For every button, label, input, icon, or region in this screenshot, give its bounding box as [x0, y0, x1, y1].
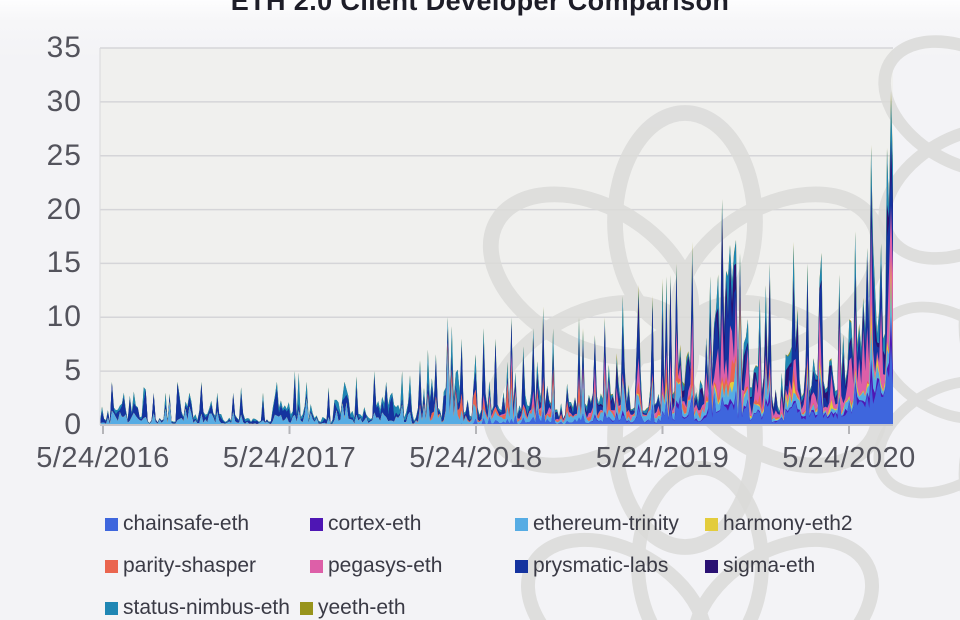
- y-tick-label: 5: [64, 354, 82, 388]
- x-tick-label: 5/24/2017: [222, 442, 357, 474]
- legend-item-prysmatic-labs[interactable]: prysmatic-labs: [515, 554, 669, 577]
- y-tick-label: 20: [46, 192, 82, 226]
- y-tick-label: 30: [46, 84, 82, 118]
- x-tick-label: 5/24/2020: [782, 442, 916, 474]
- y-tick-label: 15: [46, 246, 82, 280]
- series-area-pegasys-eth: [100, 205, 893, 425]
- watermark-logo: [520, 460, 880, 620]
- legend-label: prysmatic-labs: [533, 554, 669, 577]
- series-area-chainsafe-eth: [100, 344, 893, 425]
- chart-title: ETH 2.0 Client Developer Comparison: [230, 0, 730, 16]
- legend-swatch: [310, 517, 323, 531]
- legend-label: pegasys-eth: [328, 554, 443, 577]
- legend-item-chainsafe-eth[interactable]: chainsafe-eth: [105, 512, 250, 535]
- legend-swatch: [515, 559, 528, 573]
- watermark-logo: [482, 105, 888, 555]
- legend-swatch: [105, 517, 118, 531]
- y-tick-label: 25: [46, 138, 82, 172]
- legend-label: sigma-eth: [723, 554, 816, 577]
- legend-label: chainsafe-eth: [123, 512, 250, 535]
- legend-item-status-nimbus-eth[interactable]: status-nimbus-eth: [105, 596, 290, 619]
- legend-label: ethereum-trinity: [533, 512, 679, 535]
- legend-item-harmony-eth2[interactable]: harmony-eth2: [705, 512, 853, 535]
- legend-item-sigma-eth[interactable]: sigma-eth: [705, 554, 816, 577]
- legend-swatch: [515, 517, 528, 531]
- legend-swatch: [105, 601, 118, 615]
- y-tick-label: 10: [46, 300, 82, 334]
- legend-item-pegasys-eth[interactable]: pegasys-eth: [310, 554, 443, 577]
- legend-swatch: [300, 601, 313, 615]
- y-tick-label: 35: [46, 31, 82, 64]
- legend-label: yeeth-eth: [318, 596, 406, 619]
- y-tick-label: 0: [64, 408, 82, 441]
- legend-item-ethereum-trinity[interactable]: ethereum-trinity: [515, 512, 679, 535]
- legend-item-yeeth-eth[interactable]: yeeth-eth: [300, 596, 406, 619]
- legend-item-parity-shasper[interactable]: parity-shasper: [105, 554, 257, 577]
- legend-label: cortex-eth: [328, 512, 422, 535]
- x-tick-label: 5/24/2016: [36, 442, 170, 474]
- x-tick-label: 5/24/2019: [595, 442, 730, 474]
- legend-swatch: [705, 517, 718, 531]
- legend-swatch: [310, 559, 323, 573]
- watermark-logo: [873, 301, 960, 499]
- legend-label: status-nimbus-eth: [123, 596, 290, 619]
- x-tick-label: 5/24/2018: [409, 442, 543, 474]
- legend-swatch: [705, 559, 718, 573]
- legend-item-cortex-eth[interactable]: cortex-eth: [310, 512, 422, 535]
- legend-swatch: [105, 559, 118, 573]
- legend-label: harmony-eth2: [723, 512, 853, 535]
- legend-label: parity-shasper: [123, 554, 257, 577]
